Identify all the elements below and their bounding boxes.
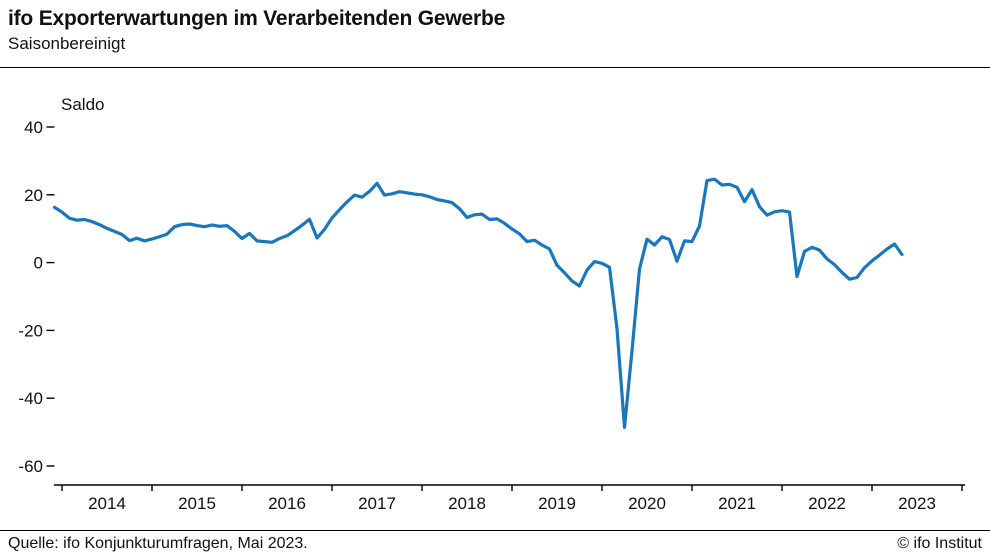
y-axis-caption: Saldo [61,95,104,114]
x-axis-year-label: 2021 [718,494,756,513]
chart-subtitle: Saisonbereinigt [8,34,126,53]
y-axis-tick-label: 40 [24,118,43,137]
data-line [52,177,904,429]
y-axis-tick-label: 20 [24,186,43,205]
x-axis-year-label: 2015 [178,494,216,513]
x-axis-year-label: 2022 [808,494,846,513]
chart-title: ifo Exporterwartungen im Verarbeitenden … [8,7,506,30]
chart-footer: Quelle: ifo Konjunkturumfragen, Mai 2023… [0,530,990,557]
y-axis-tick-label: -20 [18,321,43,340]
x-axis-year-label: 2014 [88,494,126,513]
y-axis-tick-label: -60 [18,457,43,476]
x-axis-year-label: 2019 [538,494,576,513]
x-axis-year-label: 2016 [268,494,306,513]
x-axis-year-label: 2020 [628,494,666,513]
x-axis-year-label: 2023 [898,494,936,513]
x-axis-year-label: 2017 [358,494,396,513]
copyright-note: © ifo Institut [897,535,982,552]
x-axis-year-label: 2018 [448,494,486,513]
source-note: Quelle: ifo Konjunkturumfragen, Mai 2023… [8,535,308,552]
chart-header: ifo Exporterwartungen im Verarbeitenden … [0,0,990,68]
y-axis-tick-label: -40 [18,389,43,408]
y-axis-tick-label: 0 [34,254,43,273]
